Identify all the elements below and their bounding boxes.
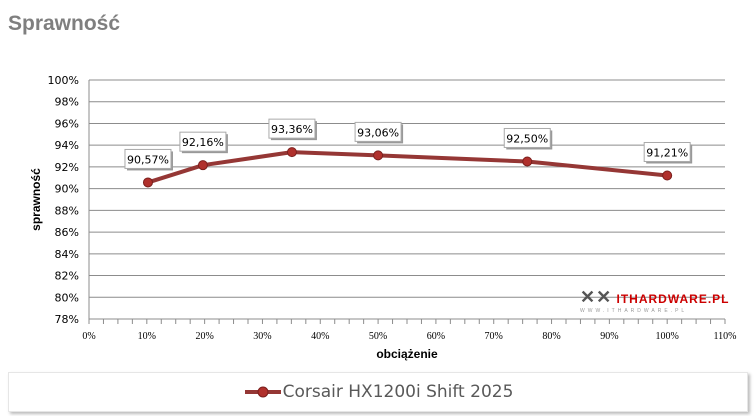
legend-marker-icon	[244, 386, 281, 398]
y-tick-label: 82%	[55, 270, 79, 283]
x-axis-label: obciążenie	[376, 347, 438, 361]
x-tick-label: 70%	[485, 331, 503, 342]
data-point	[373, 150, 384, 161]
y-tick-label: 96%	[55, 117, 79, 130]
y-tick-label: 88%	[55, 204, 79, 217]
data-label: 93,36%	[271, 123, 313, 136]
y-tick-label: 84%	[55, 248, 79, 261]
data-label-box	[268, 118, 316, 139]
y-tick-label: 90%	[55, 183, 79, 196]
x-tick-label: 80%	[542, 331, 560, 342]
data-point	[142, 177, 153, 188]
x-tick-label: 50%	[369, 331, 387, 342]
x-tick-label: 90%	[600, 331, 618, 342]
data-label-box	[643, 141, 691, 162]
data-point	[662, 170, 673, 181]
chart-title: Sprawność	[8, 12, 121, 35]
x-tick-label: 0%	[82, 331, 95, 342]
data-label-box	[124, 148, 172, 169]
series-line	[147, 150, 668, 185]
y-tick-label: 78%	[55, 313, 79, 326]
x-tick-label: 10%	[138, 331, 156, 342]
data-label: 91,21%	[646, 146, 688, 159]
x-tick-label: 30%	[253, 331, 271, 342]
data-label: 92,50%	[506, 132, 548, 145]
data-label-box	[354, 121, 402, 142]
ithardware-logo: ✕✕ ITHARDWARE.PL WWW.ITHARDWARE.PL	[580, 287, 730, 314]
legend-label: Corsair HX1200i Shift 2025	[282, 382, 514, 402]
legend: Corsair HX1200i Shift 2025	[8, 372, 748, 412]
data-label: 93,06%	[357, 126, 399, 139]
y-tick-label: 100%	[48, 74, 79, 87]
y-axis-label: sprawność	[29, 168, 43, 231]
chart-plot: 78% 80% 82% 84% 86% 88% 90% 92% 94% 96% 98% 100% 0% 1…	[29, 74, 737, 361]
data-label-box	[503, 127, 551, 148]
y-tick-label: 80%	[55, 291, 79, 304]
data-label: 92,16%	[182, 136, 224, 149]
data-label-box	[179, 131, 227, 152]
y-tick-label: 94%	[55, 139, 79, 152]
data-point	[286, 147, 297, 158]
y-tick-label: 86%	[55, 226, 79, 239]
x-tick-label: 40%	[311, 331, 329, 342]
x-tick-label: 60%	[427, 331, 445, 342]
data-point	[522, 156, 533, 167]
y-tick-label: 98%	[55, 96, 79, 109]
y-tick-label: 92%	[55, 161, 79, 174]
x-tick-label: 100%	[656, 331, 679, 342]
data-point	[197, 160, 208, 171]
x-tick-label: 20%	[195, 331, 213, 342]
x-tick-label: 110%	[714, 331, 737, 342]
data-label: 90,57%	[127, 153, 169, 166]
